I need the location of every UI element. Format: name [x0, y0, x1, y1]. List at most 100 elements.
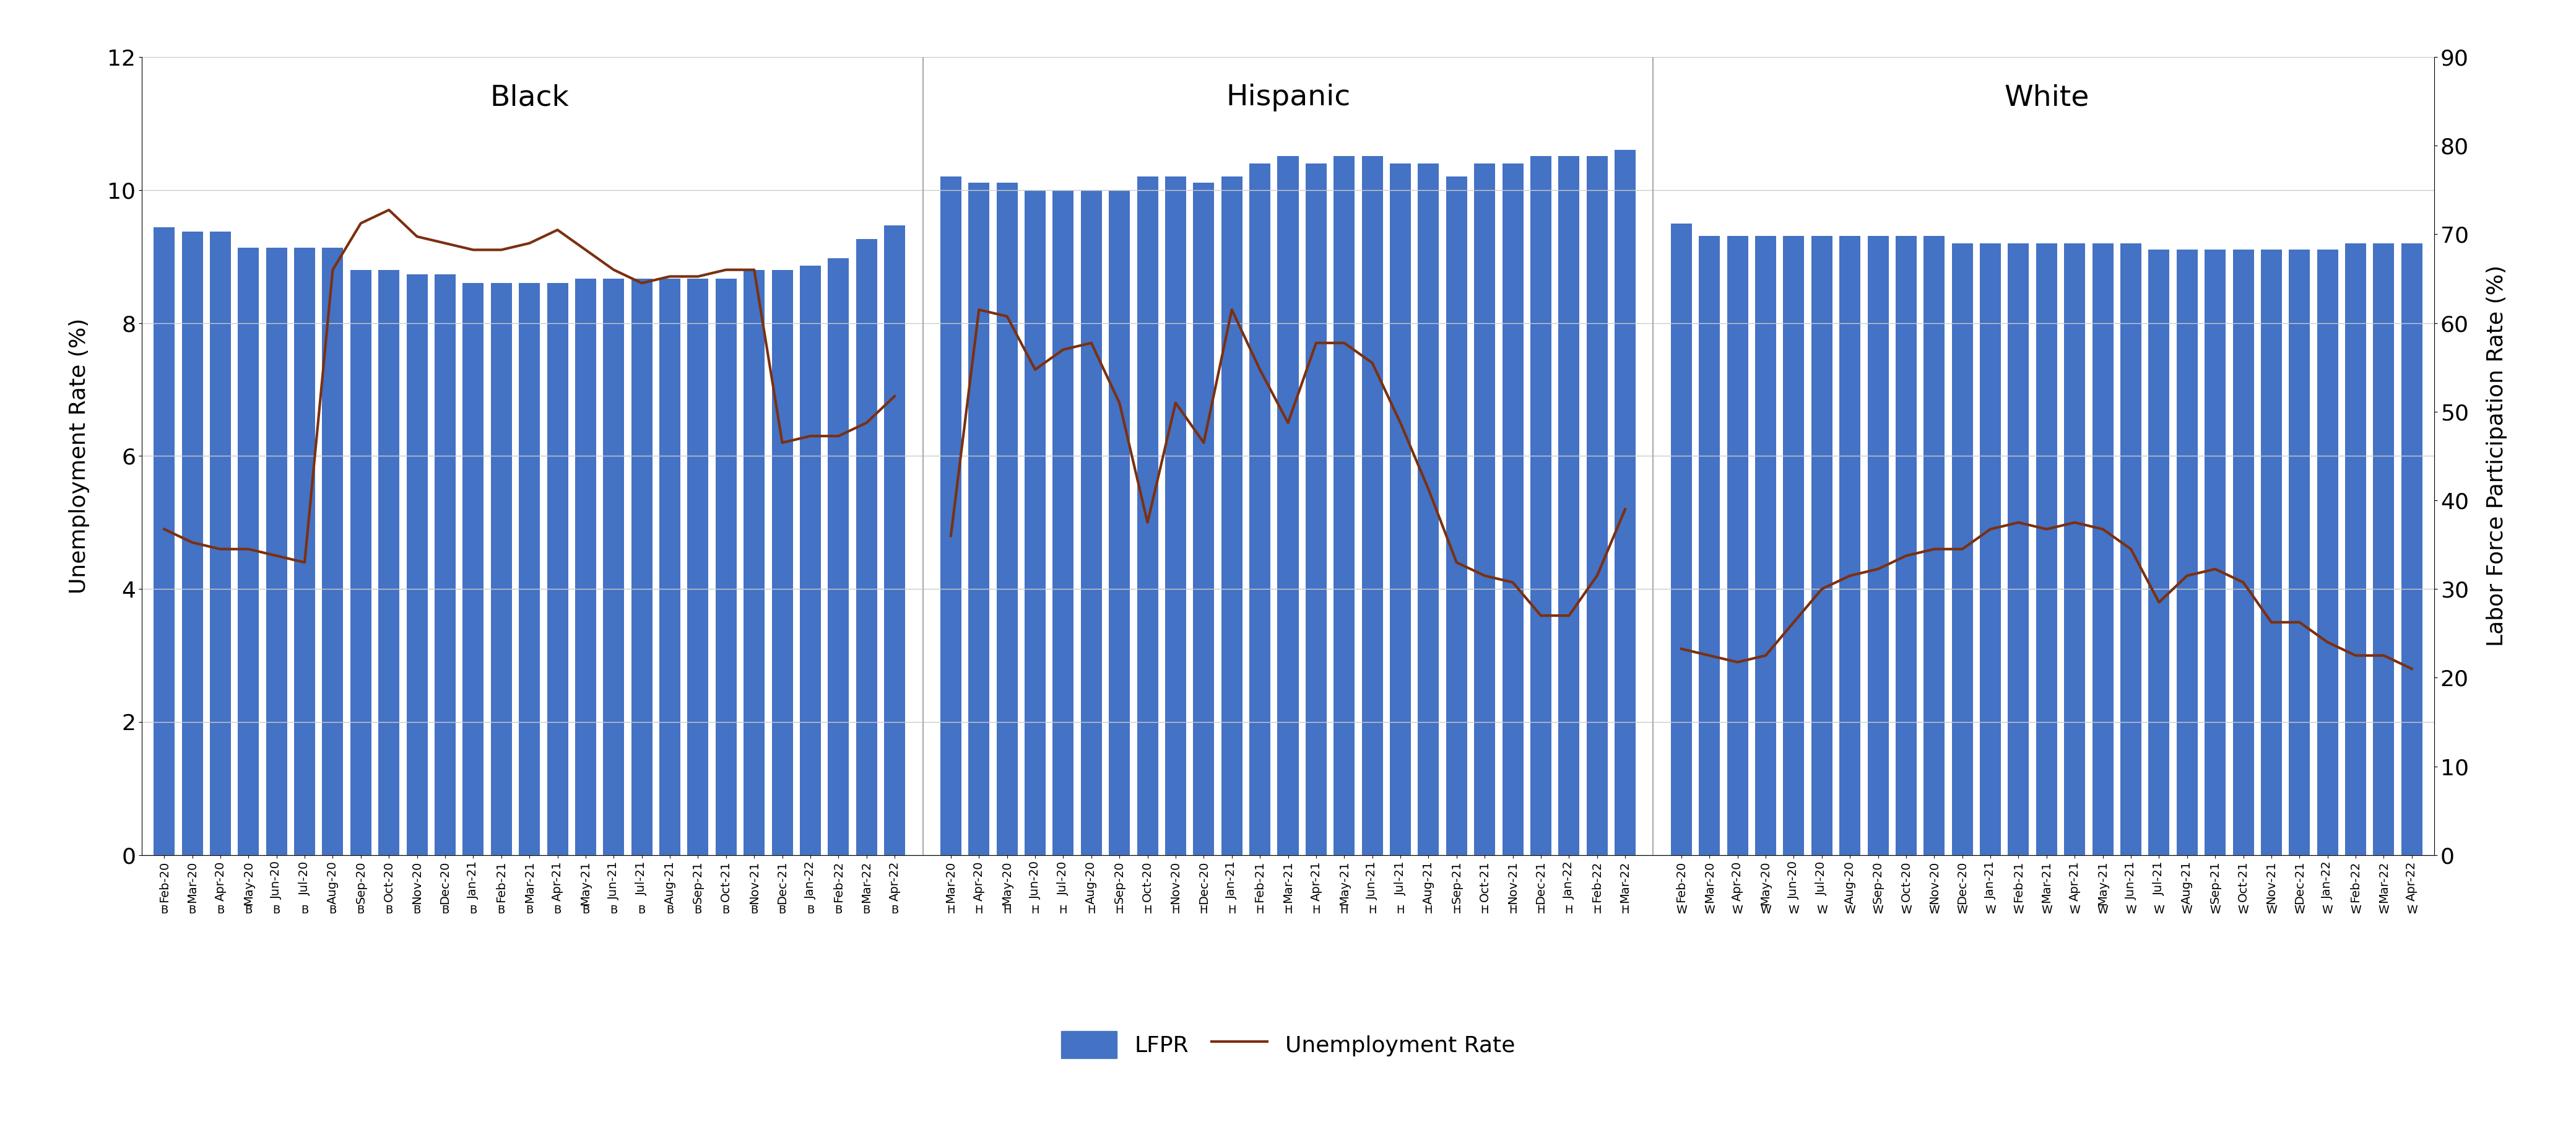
Bar: [1558, 156, 1579, 855]
Bar: [294, 247, 314, 855]
Bar: [2344, 243, 2367, 855]
Bar: [1700, 236, 1721, 855]
Text: H: H: [1340, 905, 1347, 917]
Text: W: W: [2295, 905, 2306, 917]
Text: H: H: [1030, 905, 1038, 917]
Text: H: H: [1396, 905, 1404, 917]
Bar: [744, 270, 765, 855]
Text: W: W: [1958, 905, 1968, 917]
Text: B: B: [693, 905, 701, 917]
Bar: [2120, 243, 2141, 855]
Text: B: B: [526, 905, 533, 917]
Text: B: B: [582, 905, 590, 917]
Bar: [407, 275, 428, 855]
Bar: [574, 278, 595, 855]
Bar: [603, 278, 623, 855]
Bar: [1530, 156, 1551, 855]
Bar: [1502, 163, 1522, 855]
Text: H: H: [1481, 905, 1489, 917]
Text: B: B: [245, 905, 252, 917]
Bar: [1754, 236, 1777, 855]
Bar: [2233, 250, 2254, 855]
Bar: [1811, 236, 1832, 855]
Bar: [1082, 190, 1103, 855]
Text: Black: Black: [489, 83, 569, 112]
Text: B: B: [412, 905, 420, 917]
Bar: [2290, 250, 2311, 855]
Bar: [155, 227, 175, 855]
Bar: [1334, 156, 1355, 855]
Text: H: H: [1620, 905, 1631, 917]
Bar: [1025, 190, 1046, 855]
Text: W: W: [2097, 905, 2107, 917]
Text: H: H: [1564, 905, 1574, 917]
Text: B: B: [273, 905, 281, 917]
Text: W: W: [1703, 905, 1716, 917]
Text: H: H: [1538, 905, 1546, 917]
Text: H: H: [1200, 905, 1208, 917]
Bar: [1672, 223, 1692, 855]
Text: H: H: [1002, 905, 1012, 917]
Bar: [1391, 163, 1412, 855]
Text: H: H: [1592, 905, 1602, 917]
Text: W: W: [2210, 905, 2221, 917]
Text: W: W: [2182, 905, 2192, 917]
Bar: [1108, 190, 1131, 855]
Bar: [1953, 243, 1973, 855]
Text: H: H: [1255, 905, 1265, 917]
Text: W: W: [2012, 905, 2025, 917]
Text: W: W: [2349, 905, 2362, 917]
Bar: [2372, 243, 2393, 855]
Text: B: B: [358, 905, 366, 917]
Text: White: White: [2004, 83, 2089, 112]
Text: H: H: [1172, 905, 1180, 917]
Text: B: B: [469, 905, 477, 917]
Text: B: B: [611, 905, 618, 917]
Bar: [1726, 236, 1749, 855]
Text: B: B: [750, 905, 757, 917]
Text: H: H: [1510, 905, 1517, 917]
Text: B: B: [554, 905, 562, 917]
Bar: [2063, 243, 2084, 855]
Text: B: B: [330, 905, 337, 917]
Bar: [997, 182, 1018, 855]
Bar: [631, 278, 652, 855]
Text: B: B: [721, 905, 729, 917]
Text: B: B: [301, 905, 309, 917]
Text: B: B: [386, 905, 392, 917]
Text: H: H: [1283, 905, 1293, 917]
Bar: [237, 247, 260, 855]
Bar: [1221, 177, 1242, 855]
Text: W: W: [2125, 905, 2136, 917]
Text: Hispanic: Hispanic: [1226, 83, 1350, 112]
Bar: [1278, 156, 1298, 855]
Bar: [2205, 250, 2226, 855]
Bar: [659, 278, 680, 855]
Bar: [379, 270, 399, 855]
Bar: [1164, 177, 1185, 855]
Text: B: B: [667, 905, 675, 917]
Text: B: B: [891, 905, 899, 917]
Bar: [1924, 236, 1945, 855]
Text: B: B: [835, 905, 842, 917]
Text: H: H: [974, 905, 984, 917]
Bar: [464, 283, 484, 855]
Text: H: H: [1425, 905, 1432, 917]
Text: H: H: [1144, 905, 1151, 917]
Bar: [209, 231, 232, 855]
Legend: LFPR, Unemployment Rate: LFPR, Unemployment Rate: [1051, 1023, 1525, 1067]
Text: W: W: [1677, 905, 1687, 917]
Bar: [322, 247, 343, 855]
Text: W: W: [1929, 905, 1940, 917]
Bar: [265, 247, 286, 855]
Text: W: W: [1901, 905, 1911, 917]
Text: H: H: [1115, 905, 1123, 917]
Bar: [492, 283, 513, 855]
Bar: [1473, 163, 1494, 855]
Text: B: B: [778, 905, 786, 917]
Bar: [1417, 163, 1440, 855]
Text: B: B: [639, 905, 647, 917]
Text: W: W: [1788, 905, 1798, 917]
Bar: [1981, 243, 2002, 855]
Text: W: W: [2378, 905, 2391, 917]
